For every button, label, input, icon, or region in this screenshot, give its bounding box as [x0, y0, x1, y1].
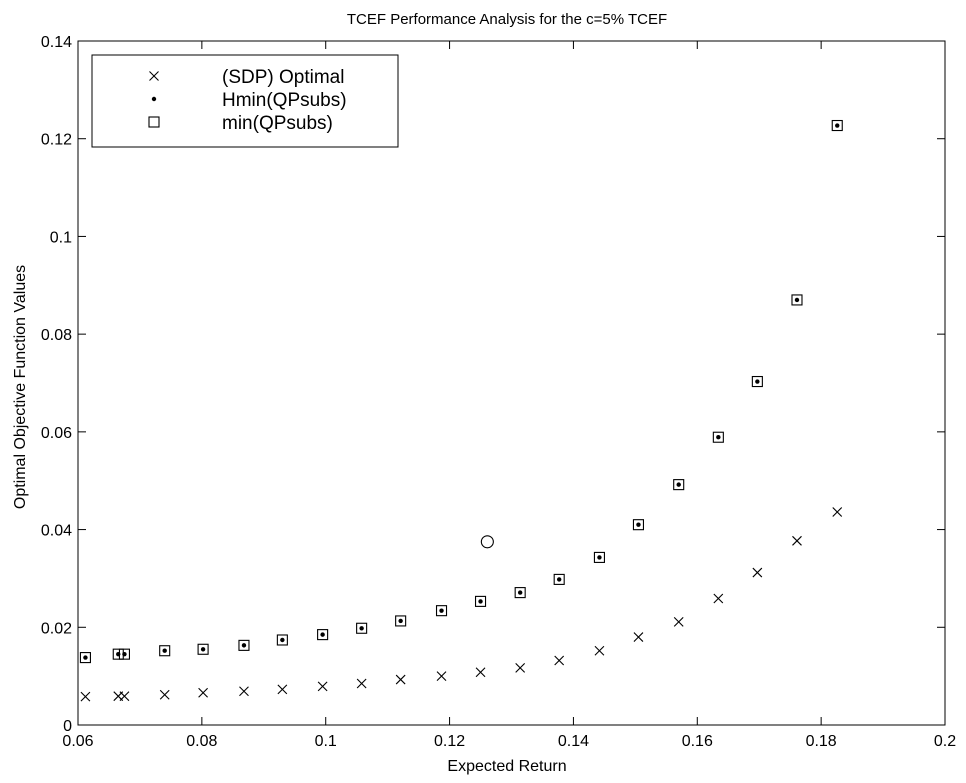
hmin-qpsubs-point [557, 577, 561, 581]
legend: (SDP) OptimalHmin(QPsubs)min(QPsubs) [92, 55, 398, 147]
x-tick-label: 0.06 [62, 733, 93, 750]
hmin-qpsubs-point [636, 522, 640, 526]
x-axis-label: Expected Return [447, 758, 566, 775]
hmin-qpsubs-point [716, 435, 720, 439]
chart-title: TCEF Performance Analysis for the c=5% T… [347, 11, 667, 28]
legend-marker [152, 97, 156, 101]
hmin-qpsubs-point [163, 649, 167, 653]
hmin-qpsubs-point [320, 632, 324, 636]
y-tick-label: 0.14 [41, 34, 72, 51]
hmin-qpsubs-point [677, 482, 681, 486]
y-tick-label: 0.02 [41, 620, 72, 637]
y-tick-label: 0.04 [41, 523, 72, 540]
y-axis-label: Optimal Objective Function Values [12, 265, 29, 509]
y-tick-label: 0.1 [50, 229, 72, 246]
x-tick-label: 0.08 [186, 733, 217, 750]
hmin-qpsubs-point [242, 643, 246, 647]
legend-label: Hmin(QPsubs) [222, 90, 347, 111]
hmin-qpsubs-point [398, 619, 402, 623]
y-tick-label: 0.08 [41, 327, 72, 344]
hmin-qpsubs-point [597, 555, 601, 559]
hmin-qpsubs-point [439, 608, 443, 612]
x-tick-label: 0.1 [315, 733, 337, 750]
legend-label: (SDP) Optimal [222, 67, 344, 88]
hmin-qpsubs-point [359, 626, 363, 630]
x-tick-label: 0.2 [934, 733, 956, 750]
y-tick-label: 0 [63, 718, 72, 735]
y-tick-label: 0.06 [41, 425, 72, 442]
hmin-qpsubs-point [755, 379, 759, 383]
x-tick-label: 0.14 [558, 733, 589, 750]
hmin-qpsubs-point [83, 655, 87, 659]
y-tick-label: 0.12 [41, 132, 72, 149]
x-tick-label: 0.18 [806, 733, 837, 750]
hmin-qpsubs-point [201, 647, 205, 651]
hmin-qpsubs-point [518, 590, 522, 594]
hmin-qpsubs-point [835, 123, 839, 127]
legend-label: min(QPsubs) [222, 113, 333, 134]
hmin-qpsubs-point [795, 298, 799, 302]
x-tick-label: 0.12 [434, 733, 465, 750]
hmin-qpsubs-point [478, 599, 482, 603]
hmin-qpsubs-point [280, 638, 284, 642]
x-tick-label: 0.16 [682, 733, 713, 750]
